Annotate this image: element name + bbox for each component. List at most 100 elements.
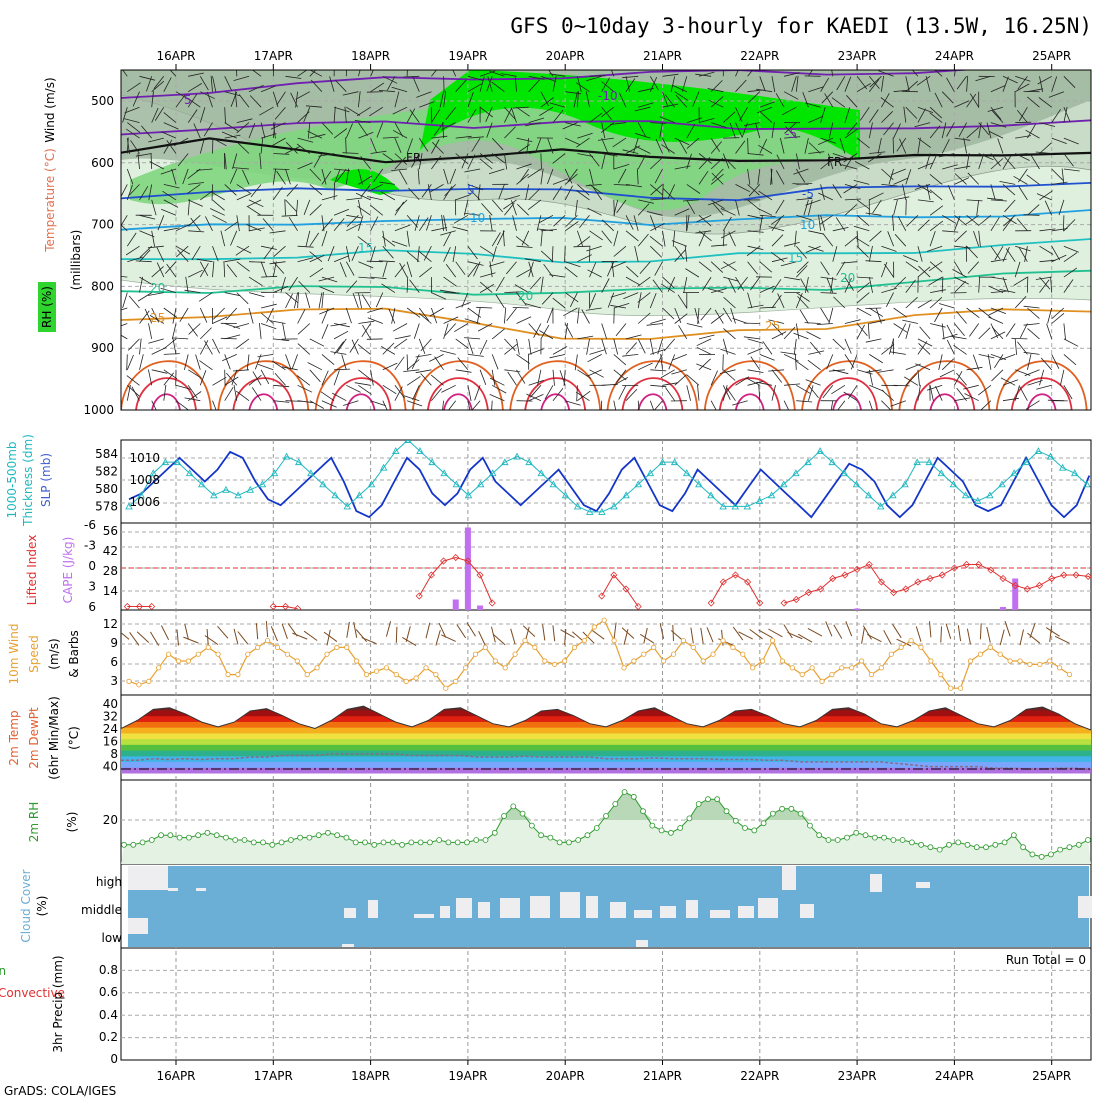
- rh2m-marker: [426, 839, 433, 846]
- wind-barb: [418, 338, 426, 355]
- p7-tick: low: [102, 931, 123, 945]
- wind-barb: [777, 293, 785, 309]
- wind-barb: [467, 75, 484, 81]
- wind-barb: [646, 323, 663, 326]
- wind-barb: [182, 168, 189, 185]
- wind-barb: [443, 323, 449, 340]
- wind-speed-marker: [274, 644, 281, 651]
- wind-barb: [934, 70, 943, 77]
- rh2m-marker: [408, 839, 415, 846]
- wind-barb: [540, 230, 543, 247]
- thickness-slp: [121, 440, 1091, 519]
- wind-barb: [804, 138, 809, 154]
- wind-speed-marker: [730, 644, 736, 651]
- wind-barb: [272, 122, 276, 139]
- wind-barb: [795, 323, 800, 340]
- wind-barb: [637, 154, 647, 170]
- wind-barb: [990, 331, 1006, 340]
- wind-barb: [926, 184, 931, 200]
- cape-bar: [1000, 607, 1007, 610]
- wind-barb: [625, 78, 636, 92]
- wind-barb: [309, 232, 320, 247]
- lifted-index-marker: [440, 557, 448, 565]
- wind-barb: [319, 286, 335, 293]
- wind-barb: [455, 338, 469, 349]
- wind-barb: [892, 137, 894, 154]
- wind-barb: [394, 356, 405, 371]
- wind-barb: [794, 353, 797, 370]
- wind-barb: [130, 140, 140, 154]
- wind-barb: [1011, 337, 1028, 340]
- wind-barb: [573, 245, 590, 248]
- wind-barb: [868, 245, 873, 262]
- wind-barb-10m: [979, 623, 982, 640]
- wind-barb: [695, 73, 712, 77]
- wind-barb: [564, 221, 579, 232]
- wind-barb: [747, 292, 753, 309]
- wind-barb: [199, 360, 213, 371]
- wind-barb: [139, 185, 149, 201]
- p3-left-tick: 6: [88, 600, 96, 614]
- wind-barb: [758, 144, 773, 154]
- wind-barb: [746, 245, 761, 257]
- wind-barb: [880, 97, 894, 108]
- wind-barb: [836, 76, 846, 91]
- wind-barb: [893, 199, 898, 216]
- wind-barb: [321, 170, 332, 185]
- wind-barb: [938, 354, 943, 371]
- wind-barb-10m: [183, 636, 199, 644]
- wind-barb: [905, 199, 907, 216]
- wind-barb: [574, 354, 578, 371]
- wind-speed-marker: [779, 658, 786, 664]
- wind-barb-10m: [149, 631, 160, 646]
- wind-barb: [491, 354, 499, 370]
- rh2m-marker: [287, 837, 294, 843]
- wind-barb: [952, 269, 967, 278]
- wind-barb: [747, 153, 764, 156]
- wind-barb: [307, 362, 323, 371]
- bottom-date-label: 18APR: [351, 1069, 390, 1083]
- wind-barb: [540, 168, 544, 185]
- wind-barb: [139, 354, 144, 370]
- wind-barb: [601, 106, 613, 120]
- wind-speed-marker: [987, 644, 993, 651]
- lifted-index-marker: [427, 571, 435, 579]
- wind-barb: [897, 216, 907, 231]
- lifted-index-marker: [1048, 574, 1056, 583]
- wind-barb: [710, 288, 727, 293]
- wind-barb: [165, 261, 177, 274]
- thickness-marker: [852, 480, 861, 488]
- wind-barb: [771, 294, 782, 309]
- rh2m-marker: [130, 841, 137, 848]
- wind-barb: [193, 123, 201, 139]
- wind-barb: [671, 354, 687, 361]
- wind-barb: [722, 385, 731, 400]
- wind-barb: [235, 338, 250, 349]
- wind-barb: [521, 230, 530, 246]
- wind-barb: [1063, 252, 1078, 263]
- wind-barb: [139, 276, 154, 286]
- wind-barb: [565, 261, 581, 268]
- wind-barb: [392, 129, 408, 139]
- wind-barb: [443, 292, 460, 294]
- wind-barb: [175, 384, 192, 390]
- wind-barb: [672, 230, 676, 247]
- wind-barb: [443, 215, 447, 232]
- wind-barb: [354, 382, 371, 386]
- wind-barb: [540, 91, 549, 106]
- wind-barb: [939, 369, 955, 378]
- wind-barb: [650, 348, 666, 355]
- wind-barb: [229, 168, 238, 184]
- wind-barb: [552, 153, 566, 164]
- lifted-index-marker: [598, 592, 606, 600]
- wind-barb-10m: [738, 631, 753, 640]
- wind-barb: [671, 240, 687, 247]
- wind-barb: [771, 323, 784, 336]
- thickness-marker: [501, 458, 509, 466]
- wind-barb: [780, 351, 797, 355]
- wind-barb: [988, 285, 1004, 293]
- rh2m-marker: [436, 837, 443, 843]
- wind-barb: [579, 215, 590, 228]
- wind-barb: [662, 91, 669, 107]
- thickness-marker: [137, 491, 145, 499]
